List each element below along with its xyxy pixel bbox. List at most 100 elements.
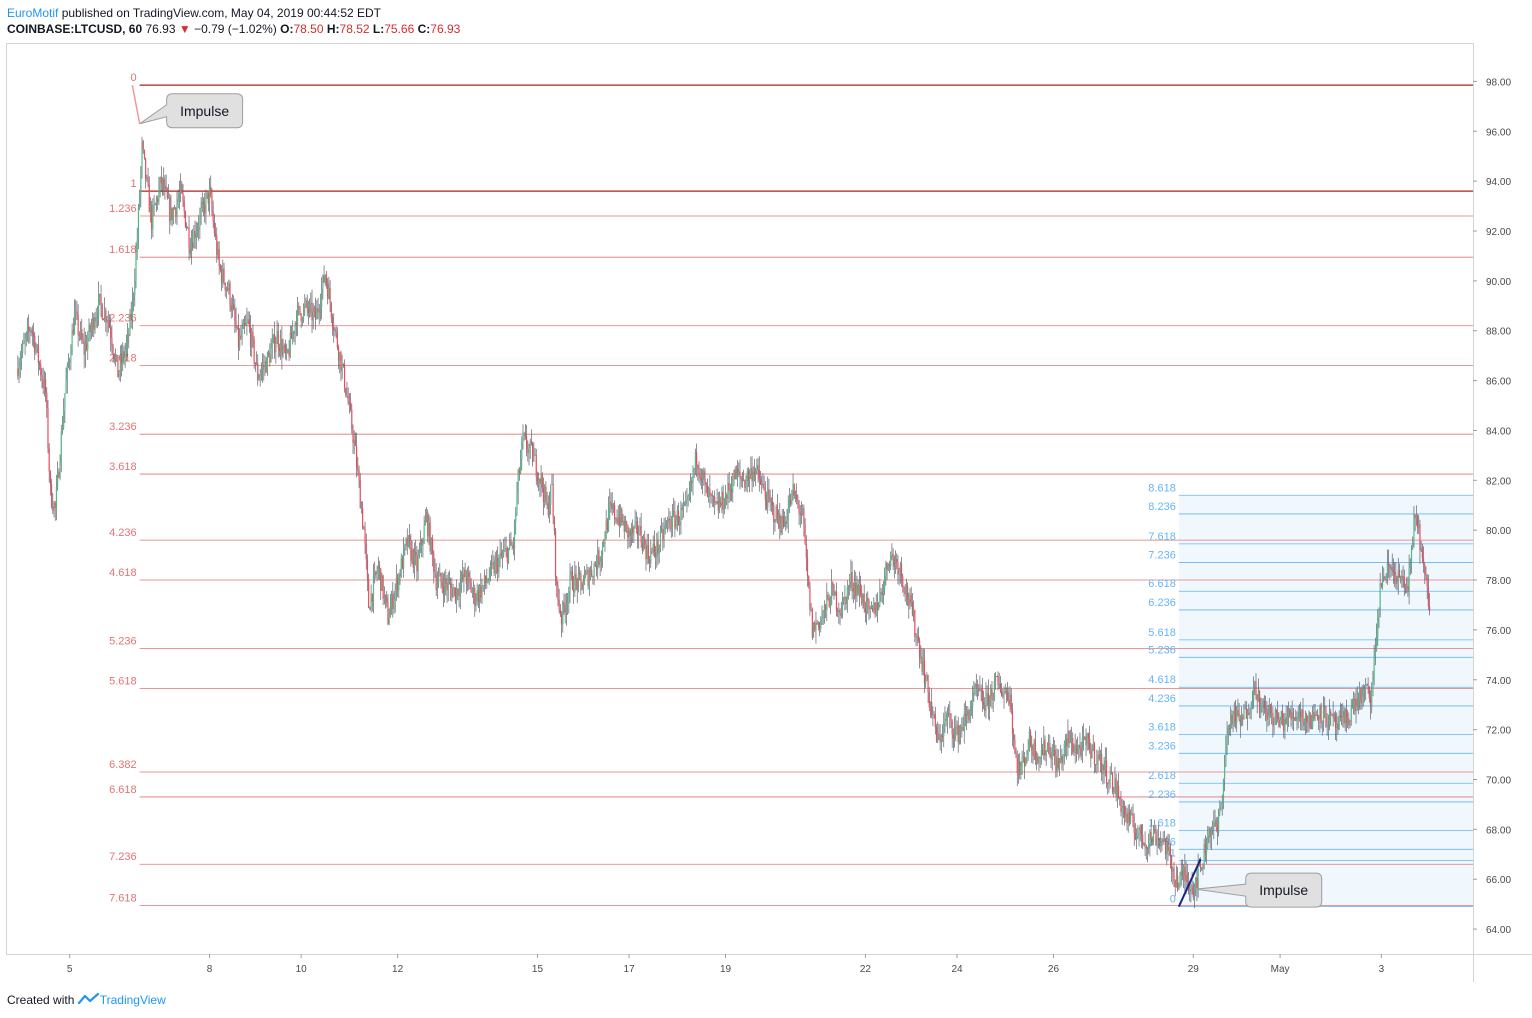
candle-body [204, 204, 206, 214]
y-tick-label: 98.00 [1486, 77, 1511, 88]
candle-body [260, 369, 262, 375]
candle-body [258, 377, 260, 380]
candle-body [994, 675, 997, 682]
candle-body [282, 348, 284, 356]
candle-body [126, 334, 129, 344]
candle-body [1211, 826, 1214, 830]
candle-body [79, 328, 82, 336]
tradingview-logo-icon[interactable] [77, 992, 100, 1005]
candle-body [145, 157, 147, 180]
candle-body [419, 540, 422, 551]
candle-body [212, 210, 214, 221]
candle-body [276, 331, 278, 344]
candle-body [112, 346, 114, 355]
candle-body [500, 552, 502, 557]
candle-body [1239, 719, 1241, 725]
candle-body [399, 574, 401, 577]
candle-body [1052, 749, 1055, 753]
candle-body [1140, 824, 1143, 835]
candle-body [1418, 524, 1420, 528]
candle-body [1422, 558, 1425, 565]
author-link[interactable]: EuroMotif [7, 6, 59, 20]
candle-body [1102, 765, 1104, 774]
candle-body [573, 589, 575, 593]
candle-body [480, 585, 482, 598]
candle-body [909, 594, 911, 606]
candle-body [846, 587, 848, 605]
candle-body [198, 227, 200, 229]
candle-body [370, 593, 372, 610]
candle-body [331, 317, 334, 327]
candle-body [1316, 715, 1319, 717]
candle-body [117, 355, 119, 378]
candle-body [1068, 730, 1070, 743]
low-label: L: [372, 22, 385, 36]
candle-body [559, 609, 561, 615]
candle-body [738, 471, 740, 475]
candle-body [615, 518, 617, 520]
publish-line: EuroMotif published on TradingView.com, … [7, 5, 460, 21]
candle-body [1021, 756, 1023, 767]
red-fib-label: 5.618 [109, 675, 137, 687]
candle-body [1166, 842, 1168, 855]
candle-body [271, 340, 273, 349]
candle-body [1040, 749, 1042, 758]
candle-body [84, 343, 86, 355]
candle-body [595, 565, 598, 570]
candle-body [240, 335, 242, 338]
candle-body [1292, 711, 1294, 719]
candle-body [463, 569, 465, 580]
candle-body [1343, 711, 1345, 724]
candle-body [1394, 571, 1396, 575]
candle-body [188, 227, 190, 249]
candle-body [1407, 586, 1409, 592]
candle-body [1279, 720, 1281, 727]
x-tick-label: 26 [1048, 964, 1060, 975]
candle-body [457, 588, 459, 595]
created-with-text: Created with [7, 993, 75, 1007]
candle-body [1158, 838, 1161, 842]
candle-body [817, 622, 819, 625]
candle-body [944, 718, 946, 723]
candle-body [255, 362, 258, 365]
candle-body [932, 715, 934, 717]
candle-body [902, 576, 904, 587]
tradingview-brand[interactable]: TradingView [99, 993, 166, 1007]
candle-body [1307, 721, 1309, 723]
candle-body [746, 471, 748, 482]
blue-fib-label: 8.236 [1148, 501, 1176, 513]
candle-body [1015, 753, 1017, 758]
candle-body [266, 352, 269, 373]
candle-body [61, 428, 64, 432]
candle-body [1362, 688, 1364, 697]
candle-body [245, 323, 247, 326]
candle-body [562, 602, 564, 625]
candle-body [1156, 838, 1158, 845]
candle-body [553, 517, 555, 531]
blue-fib-label: 2.618 [1148, 770, 1176, 782]
candle-body [879, 592, 881, 605]
candle-body [383, 594, 385, 599]
candle-body [365, 542, 367, 560]
blue-fib-label: 8.618 [1148, 482, 1176, 494]
candle-body [839, 610, 841, 614]
candle-body [569, 574, 571, 592]
time-axis[interactable]: 5 8 10 12 15 17 19 22 24 26 29 May 3 [67, 954, 1385, 975]
candle-body [1207, 835, 1209, 848]
candle-body [132, 295, 135, 301]
candle-body [44, 379, 47, 393]
candle-body [956, 724, 958, 729]
x-tick-label: 5 [67, 964, 73, 975]
candle-body [1271, 713, 1273, 715]
candle-body [1046, 744, 1049, 752]
candle-body [776, 506, 778, 521]
candle-body [69, 360, 71, 363]
candle-body [824, 605, 827, 610]
x-tick-label: 10 [296, 964, 308, 975]
price-axis[interactable]: 64.00 66.00 68.00 70.00 72.00 74.00 76.00 78.00… [1473, 77, 1511, 936]
chart-header: EuroMotif published on TradingView.com, … [7, 5, 460, 37]
candle-body [1428, 606, 1431, 612]
candle-body [843, 597, 845, 601]
candle-body [403, 547, 405, 569]
candle-body [1002, 695, 1004, 697]
